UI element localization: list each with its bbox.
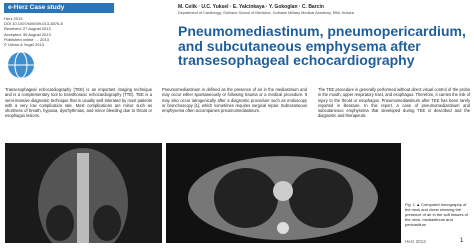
meta-line: Accepted: 30 August 2013 [4, 31, 51, 37]
article-meta: Herz 2013 DOI 10.1007/s00059-013-3876-8 Re… [4, 16, 114, 47]
body-column: Pneumomediastinum is defined as the pres… [162, 87, 307, 114]
ct-image-coronal [5, 143, 162, 243]
footer-journal: Herz 2013 [405, 239, 426, 244]
footer-page: 1 [460, 238, 464, 244]
body-column: Transesophageal echocardiography (TEE) i… [5, 87, 152, 119]
body-column: The TEE procedure is generally performed… [318, 87, 470, 119]
globe-icon [8, 51, 34, 79]
meta-line: DOI 10.1007/s00059-013-3876-8 [4, 21, 63, 27]
meta-line: Herz 2013 [4, 16, 23, 21]
article-title: Pneumomediastinum, pneumopericardium, an… [178, 23, 466, 68]
meta-line: Published online: ... 2013 [4, 36, 49, 42]
authors: M. Celik · U.C. Yuksel · E. Yalcinkaya ·… [178, 4, 324, 10]
ct-image-axial [166, 143, 401, 243]
section-banner: e-Herz Case study [4, 3, 114, 13]
figure-caption: Fig. 1 ▲ Computed tomography of the neck… [405, 202, 468, 227]
meta-line: Received: 27 August 2013 [4, 26, 51, 32]
affiliation: Department of Cardiology, Gulhane School… [178, 11, 354, 15]
meta-line: © Urban & Vogel 2013 [4, 42, 44, 48]
